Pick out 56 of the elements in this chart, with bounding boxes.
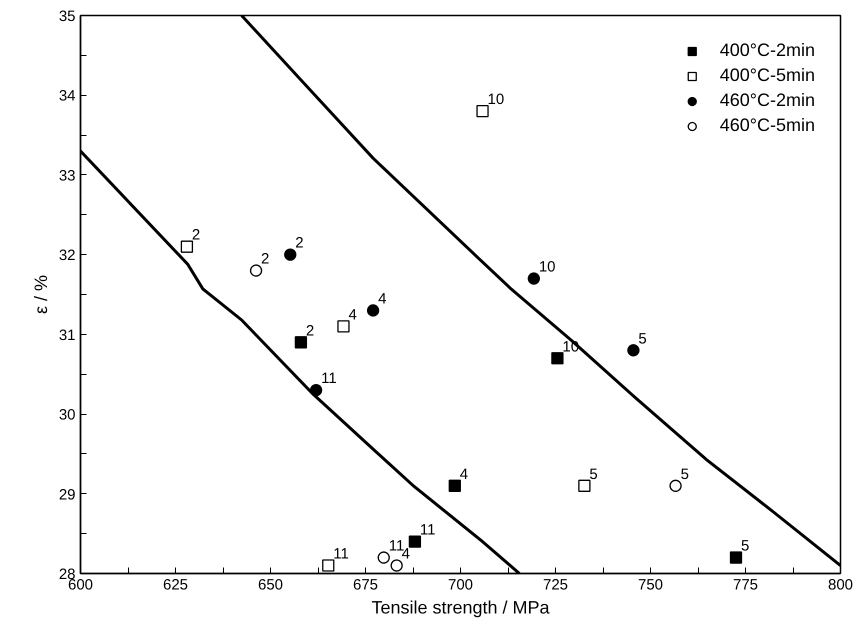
- y-tick-label: 30: [58, 406, 76, 424]
- y-tick-label: 29: [58, 486, 76, 504]
- point: [366, 304, 380, 317]
- point: [284, 248, 296, 261]
- annotation: 10: [538, 258, 556, 276]
- point: [180, 240, 194, 253]
- point: [250, 264, 262, 277]
- point: [528, 272, 540, 285]
- annotation: 11: [420, 522, 436, 539]
- point: [551, 352, 564, 364]
- annotation: 5: [589, 466, 598, 483]
- point: [578, 480, 591, 492]
- point: [322, 559, 334, 572]
- y-axis-title: ε / %: [30, 274, 51, 314]
- point: [476, 105, 489, 118]
- y-tick-label: 34: [58, 88, 76, 105]
- annotation: 2: [306, 322, 314, 340]
- y-tick-label: 31: [58, 326, 76, 344]
- annotation: 4: [348, 306, 357, 324]
- x-tick-label: 650: [258, 576, 284, 594]
- x-tick-label: 775: [732, 576, 758, 594]
- point: [448, 480, 461, 492]
- annotation: 5: [680, 466, 689, 483]
- x-tick-label: 625: [162, 576, 188, 594]
- legend-label: 400°C-5min: [720, 65, 815, 86]
- x-tick-label: 725: [542, 576, 568, 594]
- point: [627, 344, 640, 356]
- annotation: 2: [192, 226, 200, 244]
- annotation: 5: [741, 538, 750, 555]
- annotation: 4: [378, 290, 386, 308]
- legend-label: 400°C-2min: [720, 40, 815, 61]
- point: [730, 551, 742, 564]
- x-tick-label: 750: [638, 576, 664, 594]
- legend-label: 460°C-5min: [720, 115, 815, 136]
- x-tick-label: 800: [828, 576, 854, 594]
- point: [408, 535, 422, 548]
- annotation: 10: [488, 91, 504, 108]
- annotation: 2: [295, 234, 304, 252]
- x-axis-title: Tensile strength / MPa: [371, 598, 551, 618]
- annotation: 11: [333, 546, 349, 563]
- y-tick-label: 32: [58, 247, 76, 264]
- point: [669, 480, 682, 492]
- annotation: 4: [460, 466, 468, 483]
- annotation: 4: [402, 546, 410, 563]
- annotation: 2: [261, 250, 270, 268]
- point: [390, 559, 403, 572]
- legend-label: 460°C-2min: [720, 90, 815, 111]
- point: [337, 320, 350, 333]
- x-tick-label: 675: [352, 576, 378, 594]
- annotation: 11: [321, 370, 337, 388]
- y-tick-label: 35: [58, 8, 76, 25]
- point: [294, 336, 308, 348]
- annotation: 5: [638, 330, 647, 348]
- x-tick-label: 700: [448, 576, 474, 594]
- y-tick-label: 33: [58, 167, 76, 184]
- point: [378, 551, 390, 564]
